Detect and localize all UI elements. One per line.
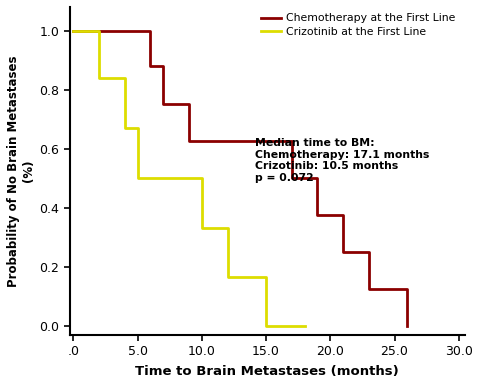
Legend: Chemotherapy at the First Line, Crizotinib at the First Line: Chemotherapy at the First Line, Crizotin… bbox=[257, 9, 460, 41]
X-axis label: Time to Brain Metastases (months): Time to Brain Metastases (months) bbox=[135, 365, 399, 378]
Text: Median time to BM:
Chemotherapy: 17.1 months
Crizotinib: 10.5 months
p = 0.072: Median time to BM: Chemotherapy: 17.1 mo… bbox=[255, 138, 430, 183]
Y-axis label: Probability of No Brain Metastases
(%): Probability of No Brain Metastases (%) bbox=[7, 55, 35, 286]
